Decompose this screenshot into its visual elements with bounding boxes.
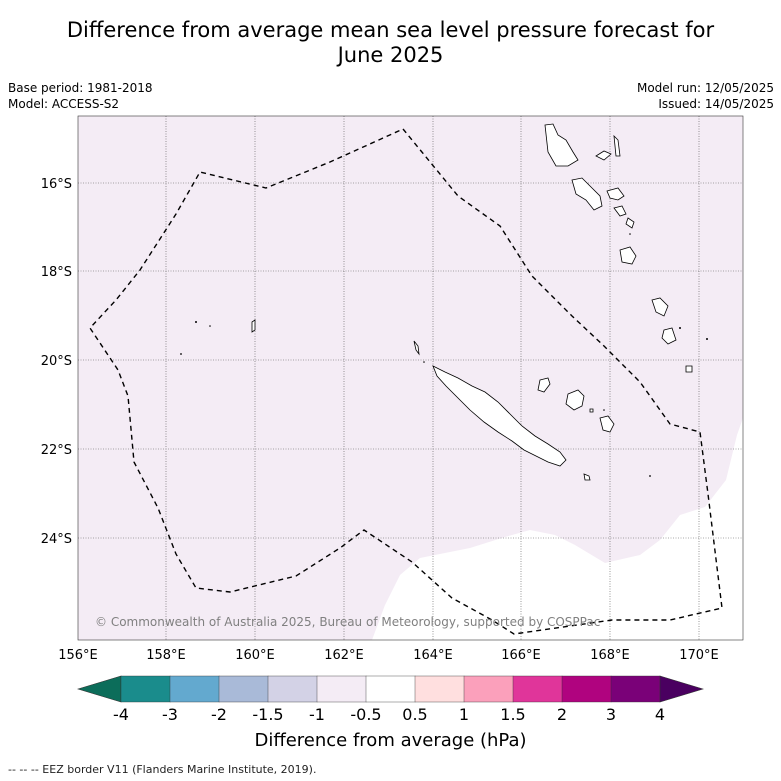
model-run-text: Model run: 12/05/2025 bbox=[636, 81, 774, 95]
lon-label: 168°E bbox=[590, 648, 630, 663]
shepherd-islands bbox=[625, 217, 635, 229]
copyright-text: © Commonwealth of Australia 2025, Bureau… bbox=[95, 615, 600, 629]
lat-label: 18°S bbox=[41, 265, 72, 280]
islet-1 bbox=[195, 321, 197, 323]
islet-7 bbox=[649, 475, 651, 477]
colorbar-segment bbox=[120, 675, 171, 703]
lon-label: 162°E bbox=[324, 648, 364, 663]
ouvea bbox=[537, 377, 551, 393]
eez-footnote: -- -- -- EEZ border V11 (Flanders Marine… bbox=[8, 763, 317, 776]
colorbar-label: 1 bbox=[459, 705, 469, 724]
lat-label: 16°S bbox=[41, 177, 72, 192]
mare bbox=[599, 415, 615, 433]
maewo bbox=[613, 134, 621, 157]
new-caledonia-mainland bbox=[432, 365, 567, 467]
colorbar: -4 -3 -2 -1.5 -1 -0.5 0.5 1 1.5 2 3 4 bbox=[76, 675, 705, 724]
longitude-labels: 156°E 158°E 160°E 162°E 164°E 166°E 168°… bbox=[58, 648, 719, 663]
tiga-island bbox=[589, 408, 594, 413]
latitude-labels: 16°S 18°S 20°S 22°S 24°S bbox=[41, 177, 72, 547]
colorbar-title: Difference from average (hPa) bbox=[254, 730, 527, 751]
issued-text: Issued: 14/05/2025 bbox=[658, 97, 774, 111]
ambae bbox=[595, 150, 612, 161]
islet-8 bbox=[423, 361, 425, 363]
model-text: Model: ACCESS-S2 bbox=[8, 97, 120, 111]
meta-left: Base period: 1981-2018 Model: ACCESS-S2 bbox=[8, 80, 153, 112]
colorbar-label: 0.5 bbox=[402, 705, 427, 724]
colorbar-label: -4 bbox=[113, 705, 129, 724]
lon-label: 164°E bbox=[413, 648, 453, 663]
lat-label: 22°S bbox=[41, 443, 72, 458]
chart-title-line1: Difference from average mean sea level p… bbox=[66, 18, 715, 42]
chesterfield-islands bbox=[251, 319, 256, 333]
colorbar-under-arrow bbox=[76, 675, 122, 703]
erromango bbox=[651, 297, 669, 317]
colorbar-label: -1.5 bbox=[252, 705, 283, 724]
small-islets bbox=[180, 233, 708, 477]
lon-label: 156°E bbox=[58, 648, 98, 663]
colorbar-label: -0.5 bbox=[350, 705, 381, 724]
colorbar-label: 4 bbox=[655, 705, 665, 724]
islet-6 bbox=[706, 338, 708, 340]
lon-label: 160°E bbox=[235, 648, 275, 663]
colorbar-segments bbox=[120, 675, 661, 703]
colorbar-segment bbox=[316, 675, 367, 703]
base-period-text: Base period: 1981-2018 bbox=[8, 81, 153, 95]
colorbar-label: -3 bbox=[162, 705, 178, 724]
lifou bbox=[565, 389, 585, 411]
isle-of-pines bbox=[583, 473, 591, 481]
tanna bbox=[661, 327, 677, 345]
colorbar-segment bbox=[512, 675, 563, 703]
malekula bbox=[571, 177, 603, 211]
eez-border bbox=[89, 128, 723, 635]
efate bbox=[619, 246, 637, 265]
islet-2 bbox=[209, 325, 211, 327]
islet-4 bbox=[629, 233, 631, 235]
lat-label: 24°S bbox=[41, 532, 72, 547]
colorbar-label: -1 bbox=[309, 705, 325, 724]
colorbar-segment bbox=[463, 675, 514, 703]
islet-5 bbox=[679, 327, 681, 329]
lat-label: 20°S bbox=[41, 354, 72, 369]
chart-title-line2: June 2025 bbox=[337, 43, 444, 67]
colorbar-segment bbox=[169, 675, 220, 703]
islet-9 bbox=[603, 409, 605, 411]
ambrym bbox=[606, 187, 625, 201]
colorbar-over-arrow bbox=[659, 675, 705, 703]
aneityum bbox=[685, 365, 693, 373]
islet-3 bbox=[180, 353, 182, 355]
map-area: © Commonwealth of Australia 2025, Bureau… bbox=[78, 116, 743, 640]
belep-islands bbox=[413, 340, 420, 356]
colorbar-segment bbox=[610, 675, 661, 703]
map-frame bbox=[77, 115, 744, 641]
colorbar-segment bbox=[561, 675, 612, 703]
lon-label: 166°E bbox=[501, 648, 541, 663]
colorbar-segment bbox=[414, 675, 465, 703]
epi bbox=[613, 205, 627, 217]
anomaly-region bbox=[78, 116, 743, 640]
chart-title: Difference from average mean sea level p… bbox=[0, 18, 781, 68]
colorbar-segment bbox=[365, 675, 416, 703]
espiritu-santo bbox=[544, 123, 579, 167]
colorbar-label: -2 bbox=[211, 705, 227, 724]
colorbar-segment bbox=[218, 675, 269, 703]
meta-right: Model run: 12/05/2025 Issued: 14/05/2025 bbox=[637, 80, 774, 112]
colorbar-label: 2 bbox=[557, 705, 567, 724]
coastlines bbox=[251, 123, 693, 481]
colorbar-label: 1.5 bbox=[500, 705, 525, 724]
colorbar-label: 3 bbox=[606, 705, 616, 724]
graticule bbox=[78, 116, 743, 640]
colorbar-labels: -4 -3 -2 -1.5 -1 -0.5 0.5 1 1.5 2 3 4 bbox=[113, 705, 665, 724]
lon-label: 158°E bbox=[146, 648, 186, 663]
lon-label: 170°E bbox=[679, 648, 719, 663]
colorbar-segment bbox=[267, 675, 318, 703]
